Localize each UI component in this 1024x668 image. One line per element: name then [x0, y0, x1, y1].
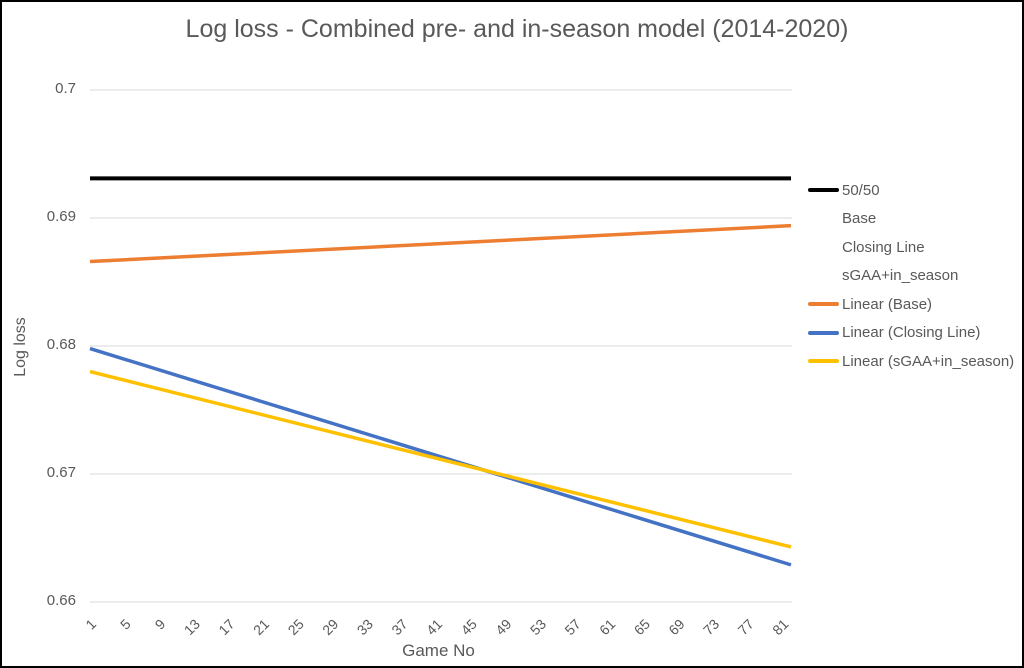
x-tick-label: 25: [284, 616, 306, 638]
x-tick-label: 13: [181, 616, 203, 638]
legend-item: Linear (Closing Line): [808, 319, 1014, 348]
legend-item: Base: [808, 205, 1014, 234]
x-tick-label: 57: [561, 616, 583, 638]
series-line-linear-sgaa-in-season: [89, 369, 792, 549]
legend-swatch-empty: [808, 274, 839, 278]
legend: 50/50 Base Closing Line sGAA+in_season Linea…: [808, 176, 1014, 376]
legend-line-swatch: [808, 330, 839, 335]
y-tick-label: 0.7: [55, 80, 76, 97]
legend-item: Closing Line: [808, 233, 1014, 262]
x-tick-label: 37: [388, 616, 410, 638]
series-line-linear-closing-line: [89, 346, 792, 567]
x-tick-label: 45: [458, 616, 480, 638]
x-tick-label: 29: [319, 616, 341, 638]
x-tick-label: 41: [423, 616, 445, 638]
x-tick-label: 49: [492, 616, 514, 638]
x-tick-label: 61: [596, 616, 618, 638]
legend-item: 50/50: [808, 176, 1014, 205]
y-tick-label: 0.68: [47, 336, 76, 353]
legend-label: Linear (Closing Line): [842, 324, 981, 342]
x-tick-label: 77: [735, 616, 757, 638]
x-tick-label: 53: [527, 616, 549, 638]
legend-label: sGAA+in_season: [842, 267, 959, 285]
series-line-linear-base: [89, 223, 792, 264]
legend-line-swatch: [808, 302, 839, 307]
legend-item: sGAA+in_season: [808, 262, 1014, 291]
legend-line-swatch: [808, 188, 839, 193]
legend-label: 50/50: [842, 181, 880, 199]
x-tick-label: 5: [117, 616, 134, 633]
y-tick-label: 0.66: [47, 592, 76, 609]
chart-title: Log loss - Combined pre- and in-season m…: [185, 15, 849, 43]
x-tick-label: 69: [665, 616, 687, 638]
y-tick-label: 0.67: [47, 464, 76, 481]
x-tick-label: 33: [354, 616, 376, 638]
legend-label: Linear (sGAA+in_season): [842, 352, 1015, 370]
legend-swatch-empty: [808, 217, 839, 221]
x-tick-label: 21: [250, 616, 272, 638]
x-tick-label: 17: [215, 616, 237, 638]
legend-label: Closing Line: [842, 238, 925, 256]
x-tick-label: 73: [700, 616, 722, 638]
y-tick-label: 0.69: [47, 208, 76, 225]
x-axis-title: Game No: [402, 641, 475, 660]
x-tick-label: 81: [769, 616, 791, 638]
legend-line-swatch: [808, 359, 839, 364]
x-tick-label: 9: [152, 616, 169, 633]
x-tick-label: 65: [631, 616, 653, 638]
legend-swatch-empty: [808, 245, 839, 249]
legend-label: Base: [842, 210, 877, 228]
x-tick-label: 1: [82, 616, 99, 633]
legend-item: Linear (Base): [808, 290, 1014, 319]
legend-label: Linear (Base): [842, 295, 933, 313]
legend-item: Linear (sGAA+in_season): [808, 347, 1014, 376]
